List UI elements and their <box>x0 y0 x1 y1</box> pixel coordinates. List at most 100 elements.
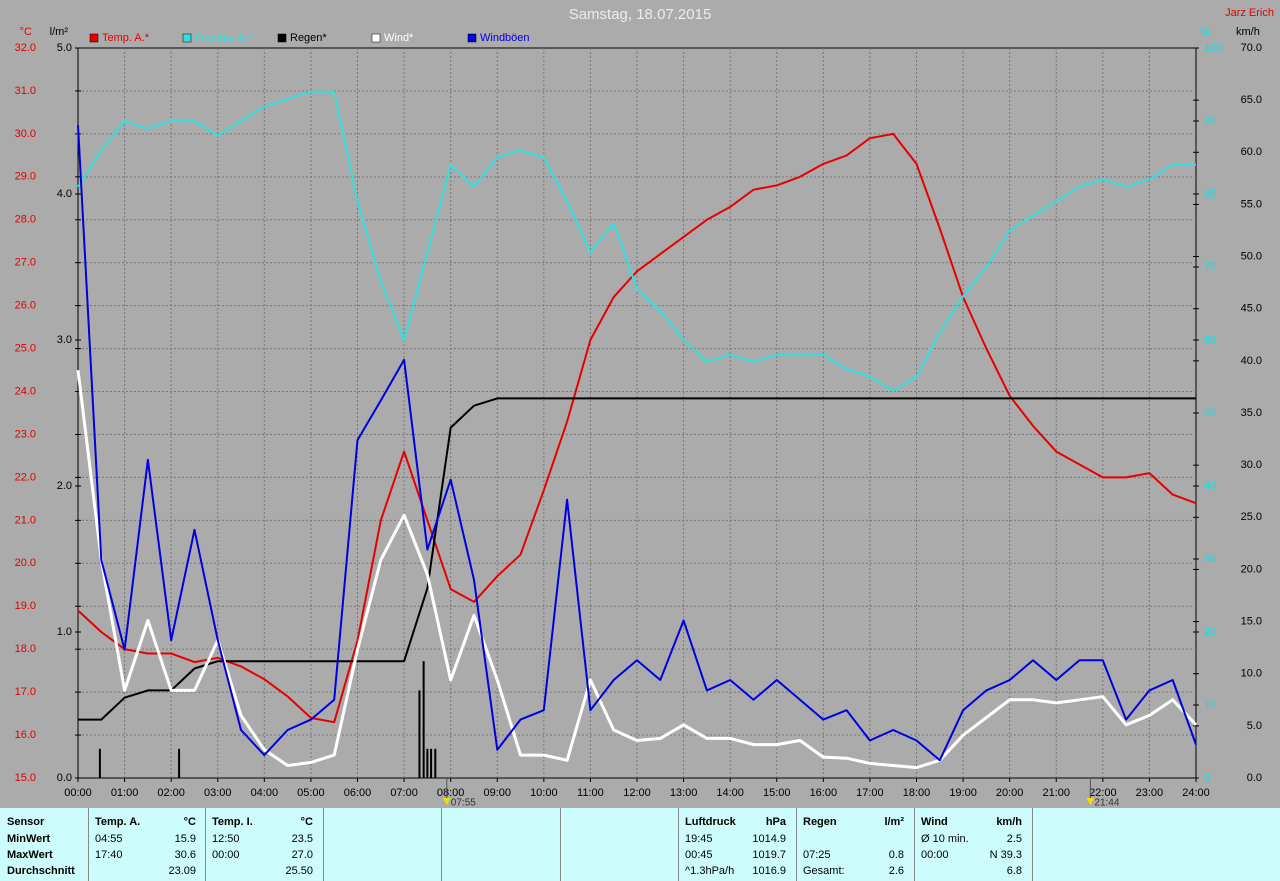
panel-title: Temp. A. <box>95 816 141 828</box>
x-tick-label: 12:00 <box>623 787 651 799</box>
separator <box>88 808 89 881</box>
legend-label: Regen* <box>290 32 327 44</box>
y-tick-label: 17.0 <box>15 686 36 698</box>
y3-axis-unit: % <box>1200 26 1210 38</box>
legend-label: Windböen <box>480 32 530 44</box>
series-line <box>77 90 1196 393</box>
cell-value: 15.9 <box>174 833 196 845</box>
cell-value: 1019.7 <box>752 849 786 861</box>
panel-unit: °C <box>183 816 196 828</box>
y3-tick-label: 50 <box>1204 407 1216 419</box>
x-tick-label: 03:00 <box>204 787 232 799</box>
x-tick-label: 02:00 <box>157 787 185 799</box>
y-tick-label: 21.0 <box>15 514 36 526</box>
annotation-marker <box>442 798 451 805</box>
legend-swatch <box>277 33 287 43</box>
rain-bar <box>434 748 437 778</box>
panel-title: Wind <box>921 816 948 828</box>
cell-value: 30.6 <box>174 849 196 861</box>
separator <box>914 808 915 881</box>
cell-time: ^1.3hPa/h <box>685 865 735 877</box>
panel-title: Luftdruck <box>685 816 736 828</box>
series-line <box>77 125 1197 762</box>
y4-tick-label: 30.0 <box>1241 459 1262 471</box>
legend-swatch <box>467 33 477 43</box>
y4-tick-label: 35.0 <box>1241 407 1262 419</box>
y3-tick-label: 80 <box>1204 188 1216 200</box>
y4-tick-label: 10.0 <box>1241 668 1262 680</box>
panel-title: Temp. I. <box>212 816 253 828</box>
y4-tick-label: 55.0 <box>1241 198 1262 210</box>
y3-tick-label: 0 <box>1204 772 1210 784</box>
y3-tick-label: 90 <box>1204 115 1216 127</box>
x-tick-label: 01:00 <box>111 787 139 799</box>
cell-value: 0.8 <box>888 849 904 861</box>
y4-tick-label: 45.0 <box>1241 303 1262 315</box>
y4-axis-unit: km/h <box>1236 26 1260 38</box>
y-tick-label: 18.0 <box>15 643 36 655</box>
row-label: MinWert <box>7 833 51 845</box>
row-label: Sensor <box>7 816 45 828</box>
y4-tick-label: 15.0 <box>1241 615 1262 627</box>
panel-unit: km/h <box>996 816 1022 828</box>
y3-tick-label: 60 <box>1204 334 1216 346</box>
separator <box>678 808 679 881</box>
y3-tick-label: 30 <box>1204 553 1216 565</box>
y-tick-label: 28.0 <box>15 214 36 226</box>
cell-value: 23.5 <box>291 833 313 845</box>
cell-value: 23.09 <box>168 865 196 877</box>
y-tick-label: 16.0 <box>15 729 36 741</box>
annotation-label: 07:55 <box>451 798 476 808</box>
rain-bar <box>418 690 421 778</box>
panel-unit: l/m² <box>884 816 904 828</box>
legend-label: Temp. A.* <box>102 32 150 44</box>
separator <box>323 808 324 881</box>
y3-tick-label: 70 <box>1204 261 1216 273</box>
y4-tick-label: 40.0 <box>1241 355 1262 367</box>
x-tick-label: 00:00 <box>64 787 92 799</box>
y3-tick-label: 40 <box>1204 480 1216 492</box>
y4-tick-label: 60.0 <box>1241 146 1262 158</box>
x-tick-label: 18:00 <box>903 787 931 799</box>
cell-value: 25.50 <box>285 865 313 877</box>
y2-tick-label: 4.0 <box>57 188 72 200</box>
cell-time: 00:00 <box>921 849 949 861</box>
y4-tick-label: 25.0 <box>1241 511 1262 523</box>
rain-bar <box>422 661 425 778</box>
panel-unit: °C <box>300 816 313 828</box>
legend-swatch <box>182 33 192 43</box>
rain-bar <box>426 748 429 778</box>
cell-time: 07:25 <box>803 849 831 861</box>
separator <box>796 808 797 881</box>
y3-tick-label: 20 <box>1204 626 1216 638</box>
rain-bar <box>178 748 181 778</box>
cell-time: 00:00 <box>212 849 240 861</box>
cell-value: 2.6 <box>888 865 904 877</box>
cell-time: Gesamt: <box>803 865 845 877</box>
author: Jarz Erich <box>1225 7 1274 19</box>
stats-panel: Sensor MinWert MaxWert Durchschnitt Temp. A.… <box>0 808 1280 881</box>
x-tick-label: 11:00 <box>577 787 604 799</box>
x-tick-label: 19:00 <box>949 787 977 799</box>
y-tick-label: 20.0 <box>15 557 36 569</box>
row-label: Durchschnitt <box>7 865 75 877</box>
y4-tick-label: 65.0 <box>1241 94 1262 106</box>
x-tick-label: 20:00 <box>996 787 1024 799</box>
y2-tick-label: 3.0 <box>57 334 72 346</box>
x-tick-label: 14:00 <box>716 787 744 799</box>
annotation-marker <box>1086 798 1095 805</box>
y-tick-label: 32.0 <box>15 42 36 54</box>
y-tick-label: 24.0 <box>15 385 36 397</box>
y-tick-label: 30.0 <box>15 128 36 140</box>
series-line <box>78 397 1196 721</box>
x-tick-label: 08:00 <box>437 787 465 799</box>
cell-value: N 39.3 <box>989 849 1022 861</box>
separator <box>205 808 206 881</box>
cell-time: Ø 10 min. <box>921 833 969 845</box>
y-tick-label: 25.0 <box>15 342 36 354</box>
y4-tick-label: 0.0 <box>1247 772 1262 784</box>
cell-time: 00:45 <box>685 849 713 861</box>
x-tick-label: 07:00 <box>390 787 418 799</box>
annotation-label: 21:44 <box>1094 798 1119 808</box>
y4-tick-label: 5.0 <box>1247 720 1262 732</box>
